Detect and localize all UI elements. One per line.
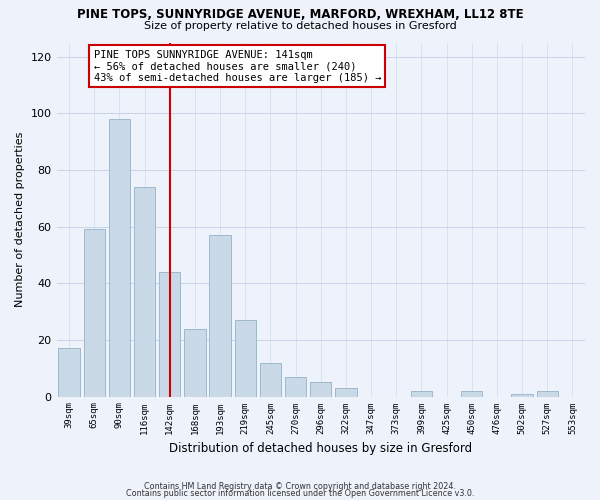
X-axis label: Distribution of detached houses by size in Gresford: Distribution of detached houses by size … [169,442,472,455]
Bar [335,388,356,396]
Bar [235,320,256,396]
Bar [159,272,181,396]
Text: PINE TOPS SUNNYRIDGE AVENUE: 141sqm
← 56% of detached houses are smaller (240)
4: PINE TOPS SUNNYRIDGE AVENUE: 141sqm ← 56… [94,50,381,83]
Bar [411,391,432,396]
Bar [209,235,231,396]
Text: PINE TOPS, SUNNYRIDGE AVENUE, MARFORD, WREXHAM, LL12 8TE: PINE TOPS, SUNNYRIDGE AVENUE, MARFORD, W… [77,8,523,20]
Y-axis label: Number of detached properties: Number of detached properties [15,132,25,307]
Bar [260,362,281,396]
Bar [461,391,482,396]
Bar [536,391,558,396]
Bar [83,230,105,396]
Bar [310,382,331,396]
Bar [58,348,80,397]
Text: Contains public sector information licensed under the Open Government Licence v3: Contains public sector information licen… [126,490,474,498]
Bar [109,119,130,396]
Bar [285,376,307,396]
Bar [134,187,155,396]
Bar [511,394,533,396]
Text: Contains HM Land Registry data © Crown copyright and database right 2024.: Contains HM Land Registry data © Crown c… [144,482,456,491]
Text: Size of property relative to detached houses in Gresford: Size of property relative to detached ho… [143,21,457,31]
Bar [184,328,206,396]
